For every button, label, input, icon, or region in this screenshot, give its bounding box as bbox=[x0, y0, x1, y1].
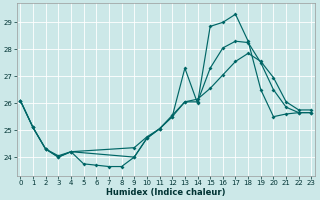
X-axis label: Humidex (Indice chaleur): Humidex (Indice chaleur) bbox=[106, 188, 226, 197]
